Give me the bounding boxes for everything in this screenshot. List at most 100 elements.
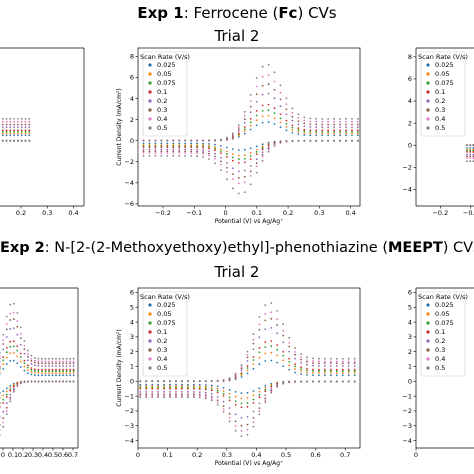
point-0.5 (2, 425, 5, 428)
point-0.3 (321, 123, 324, 126)
point-0.5 (267, 150, 270, 153)
legend-marker (426, 99, 430, 103)
point-0.2 (378, 381, 380, 383)
point-0.05 (306, 371, 308, 374)
point-0.5 (335, 380, 338, 383)
point-0.05 (0, 370, 1, 372)
point-0.3 (353, 362, 356, 365)
point-0.5 (30, 354, 33, 357)
point-0.3 (172, 150, 175, 153)
point-0.1 (193, 388, 195, 390)
y-tick-label: 5 (130, 303, 134, 311)
point-0.5 (357, 140, 359, 142)
point-0.4 (366, 361, 368, 363)
point-0.025 (148, 142, 151, 145)
point-0.5 (324, 357, 326, 360)
point-0.025 (321, 134, 324, 137)
data-points (1, 118, 31, 142)
point-0.05 (279, 121, 282, 124)
data-points (139, 302, 380, 437)
point-0.5 (318, 380, 320, 383)
point-0.05 (270, 351, 273, 354)
point-0.2 (19, 343, 22, 346)
point-0.2 (9, 328, 12, 330)
point-0.2 (234, 413, 237, 416)
exp1-title-end: ) CVs (297, 4, 337, 22)
point-0.3 (19, 337, 22, 340)
point-0.05 (226, 150, 228, 153)
exp1-subtitle: Trial 2 (214, 27, 260, 45)
legend-marker (148, 90, 152, 94)
point-0.5 (303, 140, 306, 142)
point-0.05 (62, 372, 64, 374)
point-0.075 (5, 351, 8, 354)
x-tick-label: 0.2 (18, 451, 28, 459)
point-0.4 (148, 152, 151, 154)
point-0.075 (65, 370, 68, 373)
point-0.2 (270, 388, 273, 390)
point-0.025 (351, 134, 353, 137)
point-0.5 (312, 380, 314, 383)
y-tick-label: −4 (402, 437, 412, 445)
legend-label: 0.025 (435, 301, 454, 309)
point-0.3 (252, 417, 255, 419)
point-0.05 (237, 154, 240, 157)
point-0.025 (169, 383, 171, 386)
point-0.5 (297, 140, 300, 142)
point-0.5 (273, 71, 276, 74)
point-0.5 (204, 397, 207, 400)
point-0.5 (243, 111, 246, 113)
point-0.5 (306, 380, 308, 383)
point-0.025 (27, 372, 29, 374)
point-0.2 (243, 121, 246, 124)
point-0.1 (246, 365, 249, 367)
point-0.5 (469, 160, 472, 163)
point-0.3 (246, 423, 249, 426)
point-0.025 (1, 134, 4, 137)
point-0.05 (243, 154, 246, 157)
point-0.1 (157, 388, 160, 390)
point-0.2 (151, 391, 154, 393)
point-0.075 (369, 140, 371, 142)
point-0.3 (345, 123, 347, 126)
point-0.1 (279, 113, 282, 116)
point-0.4 (291, 111, 294, 114)
point-0.1 (184, 146, 187, 149)
point-0.5 (72, 380, 75, 383)
legend-label: 0.2 (435, 337, 445, 345)
point-0.025 (246, 391, 249, 394)
point-0.3 (65, 362, 68, 365)
point-0.2 (178, 148, 181, 151)
point-0.1 (27, 364, 29, 367)
point-0.025 (466, 147, 468, 149)
point-0.4 (2, 339, 5, 341)
point-0.5 (240, 435, 243, 437)
point-0.1 (163, 388, 166, 390)
point-0.025 (357, 134, 359, 137)
point-0.025 (372, 374, 374, 376)
point-0.3 (226, 166, 228, 169)
point-0.05 (359, 372, 360, 374)
point-0.3 (369, 140, 371, 142)
legend-marker (148, 99, 152, 103)
y-tick-label: 2 (130, 116, 134, 124)
point-0.1 (294, 363, 296, 366)
point-0.1 (5, 346, 8, 349)
point-0.5 (0, 351, 1, 354)
point-0.4 (341, 360, 344, 363)
point-0.3 (363, 140, 365, 142)
point-0.025 (372, 381, 374, 383)
point-0.1 (41, 368, 43, 371)
point-0.025 (208, 143, 210, 145)
point-0.3 (169, 393, 171, 395)
point-0.3 (181, 393, 183, 395)
x-tick-label: −0.2 (432, 209, 448, 217)
point-0.4 (237, 126, 240, 128)
point-0.5 (369, 118, 371, 120)
point-0.4 (0, 429, 1, 431)
point-0.5 (341, 380, 344, 383)
point-0.4 (345, 120, 347, 123)
point-0.3 (291, 115, 294, 118)
point-0.2 (335, 365, 338, 367)
point-0.5 (166, 155, 169, 157)
